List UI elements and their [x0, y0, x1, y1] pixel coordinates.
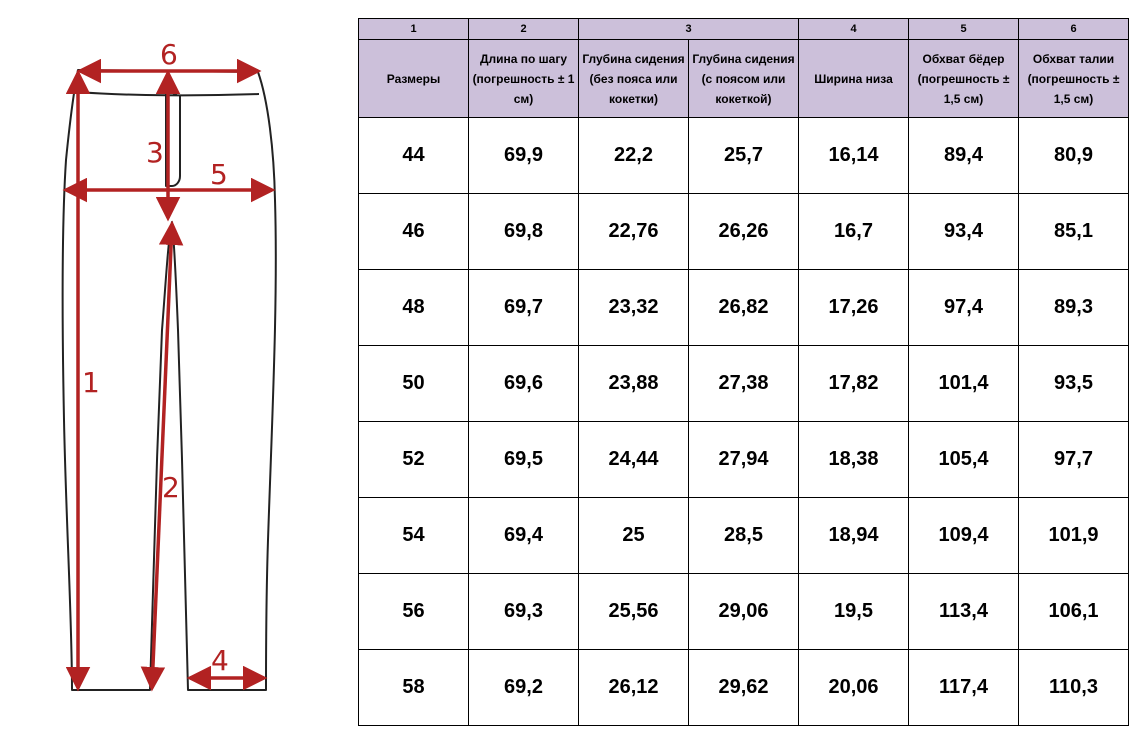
measurement-cell: 25 [578, 497, 689, 574]
column-number: 1 [358, 18, 469, 40]
table-row: 50 69,6 23,88 27,38 17,82 101,4 93,5 [358, 345, 1129, 422]
size-cell: 54 [358, 497, 469, 574]
header-hip-girth: Обхват бёдер (погрешность ± 1,5 см) [908, 39, 1019, 118]
measurement-cell: 69,2 [468, 649, 579, 726]
size-cell: 50 [358, 345, 469, 422]
measurement-cell: 110,3 [1018, 649, 1129, 726]
label-5: 5 [210, 158, 228, 191]
label-1: 1 [82, 366, 100, 399]
header-rise-with-waistband: Глубина сидения (с поясом или кокеткой) [688, 39, 799, 118]
measurement-cell: 16,14 [798, 117, 909, 194]
measurement-cell: 101,4 [908, 345, 1019, 422]
column-number-row: 1 2 3 4 5 6 [358, 18, 1129, 40]
header-row: Размеры Длина по шагу (погрешность ± 1 с… [358, 39, 1129, 118]
table-row: 56 69,3 25,56 29,06 19,5 113,4 106,1 [358, 573, 1129, 650]
measurement-cell: 27,38 [688, 345, 799, 422]
measurement-cell: 26,12 [578, 649, 689, 726]
measurement-arrows [62, 58, 276, 692]
measurement-cell: 18,38 [798, 421, 909, 498]
measurement-cell: 105,4 [908, 421, 1019, 498]
measurement-cell: 25,7 [688, 117, 799, 194]
measurement-cell: 117,4 [908, 649, 1019, 726]
measurement-cell: 69,4 [468, 497, 579, 574]
measurement-cell: 29,06 [688, 573, 799, 650]
label-6: 6 [160, 38, 178, 71]
table-row: 52 69,5 24,44 27,94 18,38 105,4 97,7 [358, 421, 1129, 498]
arrow-2-inseam [140, 220, 184, 692]
measurement-cell: 93,5 [1018, 345, 1129, 422]
column-number: 4 [798, 18, 909, 40]
measurement-cell: 18,94 [798, 497, 909, 574]
table-row: 54 69,4 25 28,5 18,94 109,4 101,9 [358, 497, 1129, 574]
measurement-cell: 17,82 [798, 345, 909, 422]
measurement-cell: 29,62 [688, 649, 799, 726]
measurement-cell: 89,4 [908, 117, 1019, 194]
label-2: 2 [162, 471, 180, 504]
column-number: 5 [908, 18, 1019, 40]
measurement-cell: 113,4 [908, 573, 1019, 650]
measurement-cell: 69,8 [468, 193, 579, 270]
table-body: 44 69,9 22,2 25,7 16,14 89,4 80,9 46 69,8 22,76 26… [358, 117, 1129, 726]
column-number: 6 [1018, 18, 1129, 40]
size-cell: 46 [358, 193, 469, 270]
measurement-cell: 22,2 [578, 117, 689, 194]
header-sizes: Размеры [358, 39, 469, 118]
size-cell: 48 [358, 269, 469, 346]
measurement-cell: 22,76 [578, 193, 689, 270]
size-cell: 58 [358, 649, 469, 726]
measurement-cell: 89,3 [1018, 269, 1129, 346]
header-waist-girth: Обхват талии (погрешность ± 1,5 см) [1018, 39, 1129, 118]
measurement-cell: 109,4 [908, 497, 1019, 574]
measurement-cell: 20,06 [798, 649, 909, 726]
table-row: 48 69,7 23,32 26,82 17,26 97,4 89,3 [358, 269, 1129, 346]
column-number: 3 [578, 18, 799, 40]
table-row: 44 69,9 22,2 25,7 16,14 89,4 80,9 [358, 117, 1129, 194]
measurement-cell: 69,9 [468, 117, 579, 194]
measurement-cell: 69,5 [468, 421, 579, 498]
table-row: 46 69,8 22,76 26,26 16,7 93,4 85,1 [358, 193, 1129, 270]
trousers-diagram: 6 3 5 1 2 4 [61, 38, 277, 692]
column-number: 2 [468, 18, 579, 40]
measurement-cell: 25,56 [578, 573, 689, 650]
measurement-cell: 101,9 [1018, 497, 1129, 574]
measurement-cell: 26,82 [688, 269, 799, 346]
measurement-cell: 69,6 [468, 345, 579, 422]
button-icon [172, 89, 178, 95]
header-inseam: Длина по шагу (погрешность ± 1 см) [468, 39, 579, 118]
size-cell: 44 [358, 117, 469, 194]
header-rise-no-waistband: Глубина сидения (без пояса или кокетки) [578, 39, 689, 118]
measurement-cell: 23,32 [578, 269, 689, 346]
label-4: 4 [211, 644, 229, 677]
measurement-cell: 97,4 [908, 269, 1019, 346]
label-3: 3 [146, 136, 164, 169]
size-chart-table: 1 2 3 4 5 6 Размеры Длина по шагу (погре… [358, 18, 1129, 726]
measurement-cell: 28,5 [688, 497, 799, 574]
measurement-cell: 80,9 [1018, 117, 1129, 194]
measurement-cell: 17,26 [798, 269, 909, 346]
measurement-cell: 27,94 [688, 421, 799, 498]
measurement-cell: 19,5 [798, 573, 909, 650]
measurement-cell: 97,7 [1018, 421, 1129, 498]
measurement-cell: 23,88 [578, 345, 689, 422]
size-cell: 56 [358, 573, 469, 650]
measurement-cell: 26,26 [688, 193, 799, 270]
measurement-cell: 16,7 [798, 193, 909, 270]
measurement-cell: 69,7 [468, 269, 579, 346]
header-hem-width: Ширина низа [798, 39, 909, 118]
table-row: 58 69,2 26,12 29,62 20,06 117,4 110,3 [358, 649, 1129, 726]
size-cell: 52 [358, 421, 469, 498]
measurement-cell: 24,44 [578, 421, 689, 498]
measurement-cell: 85,1 [1018, 193, 1129, 270]
measurement-cell: 93,4 [908, 193, 1019, 270]
measurement-cell: 106,1 [1018, 573, 1129, 650]
measurement-cell: 69,3 [468, 573, 579, 650]
